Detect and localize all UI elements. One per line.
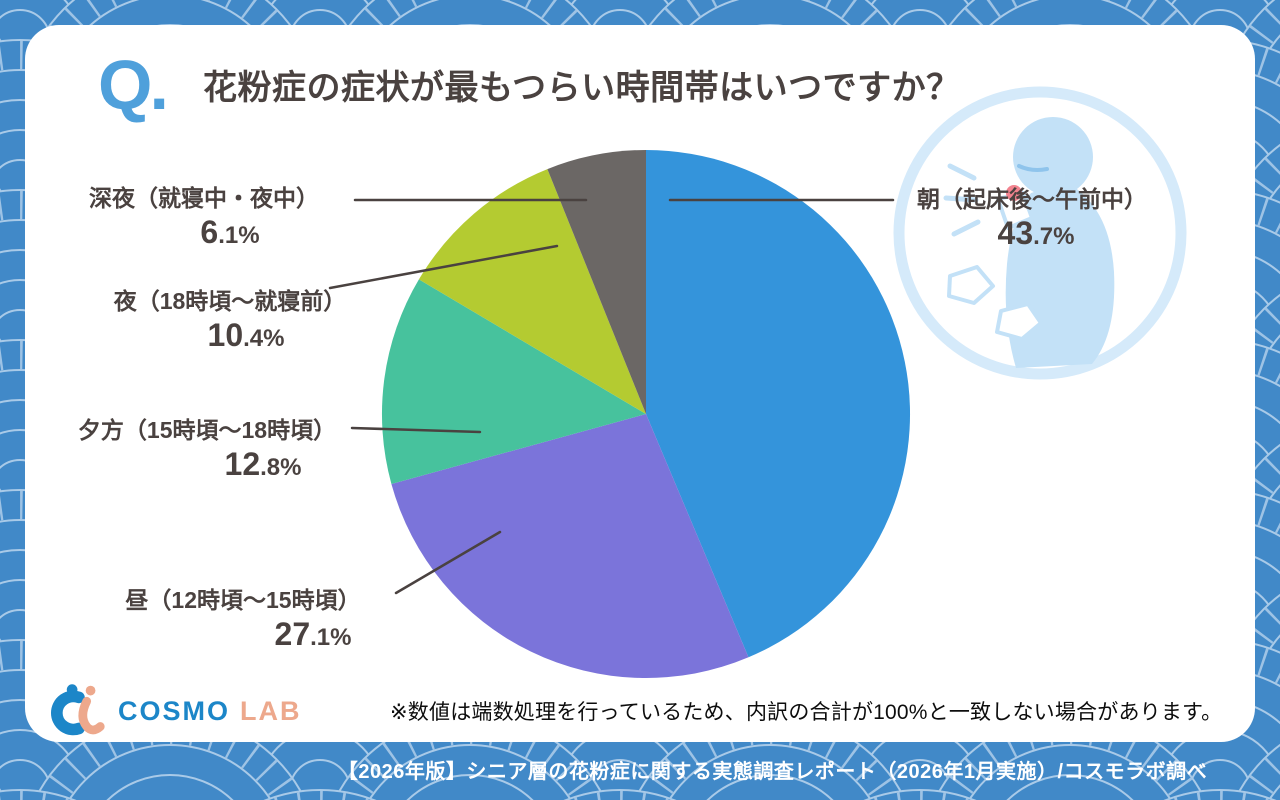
page-title: 花粉症の症状が最もつらい時間帯はいつですか？	[203, 69, 961, 107]
callout-value-rest: .8%	[260, 454, 302, 481]
callout-late-night: 深夜（就寝中・夜中） 6.1%	[24, 184, 384, 255]
logo-cosmo: COSMO	[118, 695, 231, 726]
callout-value: 43.7%	[856, 214, 1216, 256]
callout-value-int: 27	[274, 616, 311, 652]
callout-value-rest: .1%	[218, 222, 260, 249]
callout-value-int: 10	[207, 317, 244, 353]
cosmo-lab-logo: COSMO LAB	[42, 681, 302, 741]
callout-night: 夜（18時頃～就寝前） 10.4%	[50, 287, 410, 358]
callout-label: 昼（12時頃～15時頃）	[125, 587, 361, 613]
callout-value: 6.1%	[50, 213, 410, 255]
callout-morning: 朝（起床後～午前中） 43.7%	[852, 185, 1212, 256]
callout-value-int: 43	[997, 215, 1034, 251]
callout-value-int: 6	[200, 214, 219, 250]
footer-caption: 【2026年版】シニア層の花粉症に関する実態調査レポート（2026年1月実施）/…	[337, 761, 1208, 783]
callout-label: 朝（起床後～午前中）	[917, 186, 1147, 212]
callout-label: 深夜（就寝中・夜中）	[89, 185, 319, 211]
callout-evening: 夕方（15時頃～18時頃） 12.8%	[27, 416, 387, 487]
callout-value-rest: .1%	[310, 624, 352, 651]
callout-value-rest: .4%	[243, 325, 285, 352]
logo-wordmark: COSMO LAB	[118, 696, 302, 727]
callout-label: 夜（18時頃～就寝前）	[113, 288, 347, 314]
logo-lab: LAB	[240, 695, 302, 726]
callout-value: 10.4%	[66, 316, 426, 358]
callout-value-rest: .7%	[1033, 223, 1075, 250]
callout-value-int: 12	[224, 446, 261, 482]
rounding-note: ※数値は端数処理を行っているため、内訳の合計が100%と一致しない場合があります…	[390, 701, 1223, 724]
callout-noon: 昼（12時頃～15時頃） 27.1%	[63, 586, 423, 657]
callout-value: 27.1%	[133, 615, 493, 657]
question-mark: Q.	[98, 46, 169, 124]
callout-value: 12.8%	[83, 445, 443, 487]
cosmo-lab-logo-icon	[51, 684, 105, 736]
callout-label: 夕方（15時頃～18時頃）	[77, 417, 337, 443]
